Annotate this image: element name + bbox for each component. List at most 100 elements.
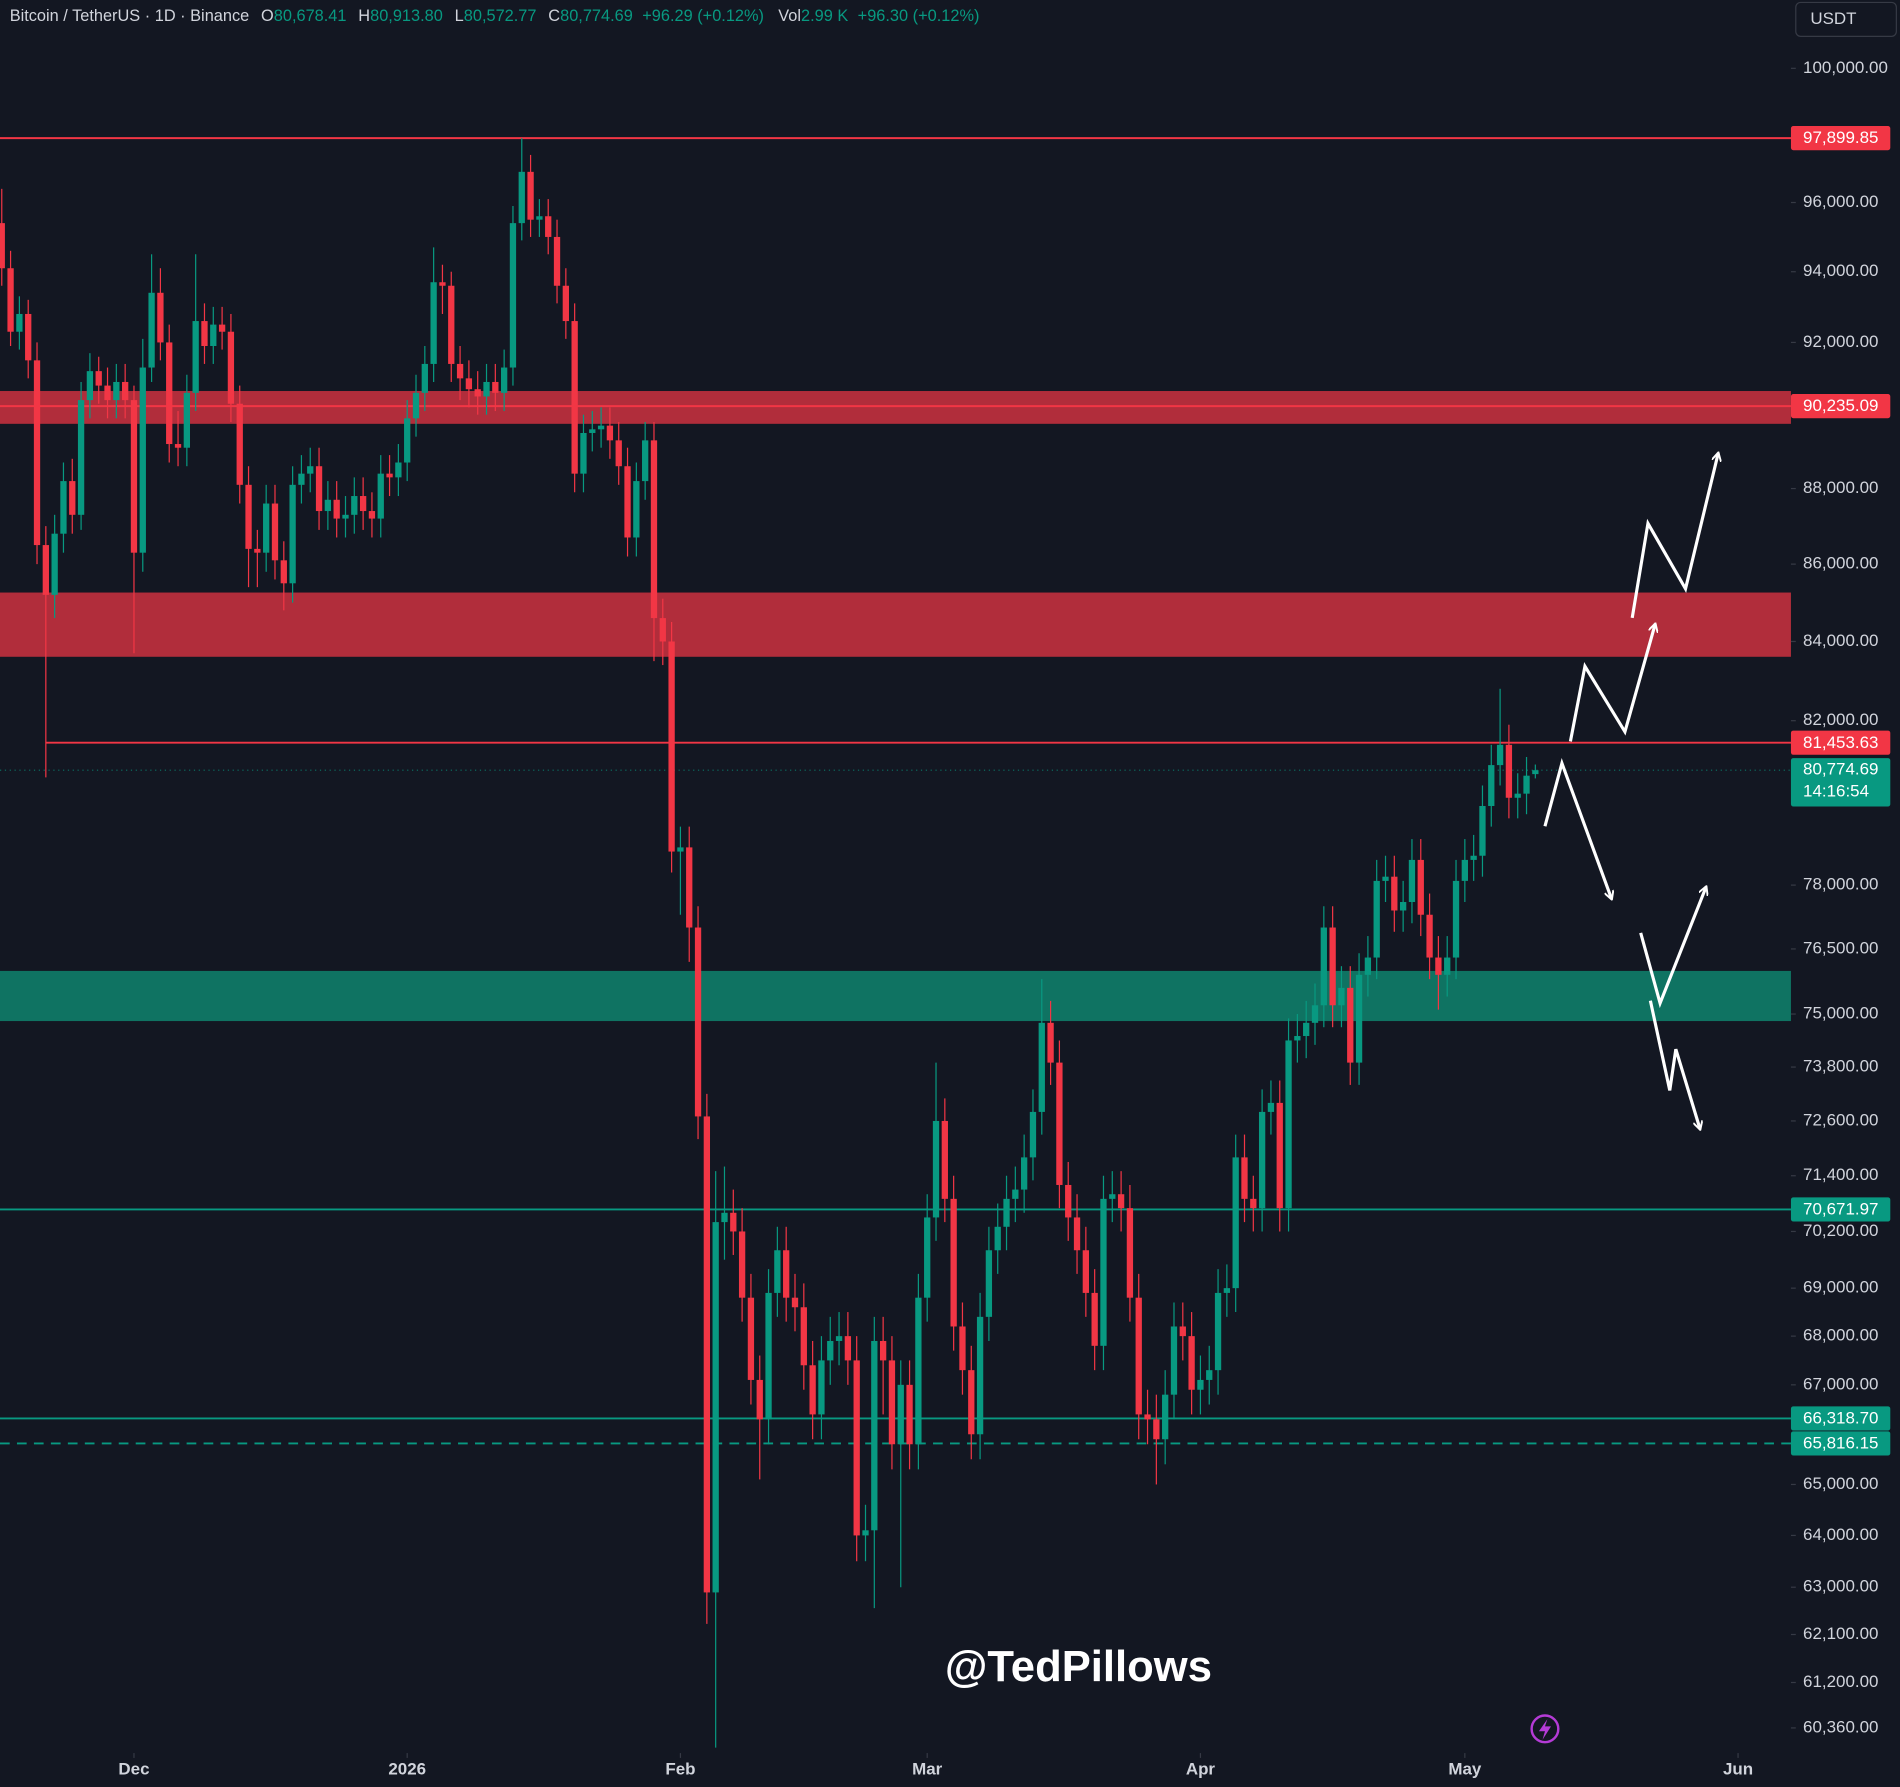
candle-body — [386, 473, 393, 478]
candle-body — [1505, 744, 1513, 798]
y-tick-label: 67,000.00 — [1803, 1374, 1878, 1393]
candle-body — [1135, 1297, 1142, 1415]
candle-body — [1426, 914, 1433, 958]
legend-value: 80,678.41 — [274, 7, 347, 25]
y-tick-label: 62,100.00 — [1803, 1624, 1878, 1643]
candle-body — [104, 385, 111, 401]
candle-body — [1488, 765, 1495, 806]
candle-body — [210, 324, 217, 347]
volume-change: +96.30 (+0.12%) — [858, 7, 980, 25]
legend-value: 80,572.77 — [464, 7, 537, 25]
candle-body — [1109, 1194, 1116, 1199]
candle-body — [1364, 957, 1372, 975]
y-tick-label: 69,000.00 — [1803, 1278, 1878, 1297]
candle-body — [280, 560, 287, 584]
candle-body — [1444, 957, 1451, 975]
candle-body — [342, 514, 349, 519]
candle-body — [827, 1340, 834, 1361]
y-tick-label: 100,000.00 — [1803, 58, 1888, 77]
y-tick-label: 92,000.00 — [1803, 332, 1878, 351]
currency[interactable]: USDT — [1810, 9, 1856, 28]
candle-body — [791, 1297, 799, 1308]
level-label-box — [1790, 125, 1891, 151]
scenario-arrows — [1543, 453, 1718, 1129]
last-price-label: 80,774.69 — [1803, 760, 1878, 779]
candle-body — [1320, 927, 1327, 1006]
candle-body — [1170, 1326, 1178, 1395]
alert-bolt — [1538, 1719, 1552, 1740]
candle-body — [1250, 1198, 1257, 1209]
candle-body — [157, 292, 164, 343]
candle-body — [976, 1316, 984, 1435]
candle-body — [747, 1297, 755, 1380]
candle-body — [1091, 1292, 1098, 1346]
candle-body — [932, 1120, 940, 1218]
candle-body — [1355, 974, 1363, 1063]
candle-body — [888, 1360, 896, 1445]
candle-body — [897, 1384, 904, 1445]
candle-body — [25, 313, 32, 361]
candle-body — [1479, 805, 1486, 856]
candle-body — [659, 618, 666, 642]
y-tick-label: 72,600.00 — [1803, 1110, 1878, 1129]
candle-body — [271, 503, 279, 561]
y-tick-label: 65,000.00 — [1803, 1474, 1878, 1493]
candle-body — [500, 367, 508, 393]
candle-body — [69, 481, 76, 515]
candle-body — [968, 1370, 975, 1435]
candle-body — [1373, 880, 1380, 958]
candle-body — [1241, 1157, 1248, 1199]
candle-body — [174, 444, 182, 448]
legend: Bitcoin / TetherUS · 1D · Binance O80,67… — [10, 7, 980, 25]
y-tick-label: 68,000.00 — [1803, 1326, 1878, 1345]
candle-body — [915, 1297, 922, 1445]
candle-body — [527, 171, 534, 220]
candle-body — [809, 1365, 816, 1415]
candle-body — [800, 1307, 807, 1366]
candle-body — [606, 425, 614, 441]
currency-box[interactable] — [1795, 1, 1897, 37]
alert-icon[interactable] — [1530, 1714, 1560, 1744]
candle-body — [1214, 1292, 1222, 1371]
legend-value: 80,913.80 — [370, 7, 443, 25]
y-tick-label: 61,200.00 — [1803, 1672, 1878, 1691]
candle-body — [298, 473, 305, 485]
candle-body — [941, 1120, 948, 1199]
x-tick-label: Apr — [1186, 1760, 1216, 1779]
arrow-down-1 — [1543, 758, 1612, 899]
candle-body — [686, 847, 693, 928]
zone — [0, 391, 1791, 424]
y-tick-label: 94,000.00 — [1803, 261, 1878, 280]
candle-body — [1285, 1040, 1292, 1209]
level-label: 90,235.09 — [1803, 396, 1878, 415]
candle-body — [580, 432, 587, 474]
candle-body — [906, 1384, 913, 1445]
candle-body — [1391, 876, 1398, 911]
y-tick-label: 86,000.00 — [1803, 554, 1878, 573]
candle-body — [677, 847, 684, 852]
candle-body — [730, 1212, 737, 1232]
candle-body — [1073, 1217, 1081, 1251]
candle-body — [1417, 859, 1424, 915]
candle-body — [774, 1250, 781, 1293]
candle-body — [756, 1379, 763, 1420]
candle-body — [263, 503, 270, 553]
candle-body — [844, 1336, 852, 1361]
candle-body — [86, 371, 94, 401]
candle-body — [1294, 1036, 1301, 1041]
candle-body — [0, 223, 5, 269]
candle-body — [60, 481, 67, 534]
candle-body — [835, 1336, 843, 1341]
candle-body — [959, 1326, 966, 1371]
candle-body — [633, 481, 640, 538]
x-tick-label: Dec — [118, 1760, 149, 1779]
candle-body — [1056, 1062, 1063, 1185]
y-tick-label: 64,000.00 — [1803, 1525, 1878, 1544]
candle-body — [1382, 876, 1389, 881]
level-label-box — [1790, 730, 1891, 755]
volume-key: Vol — [778, 7, 801, 25]
candle-body — [562, 285, 569, 322]
